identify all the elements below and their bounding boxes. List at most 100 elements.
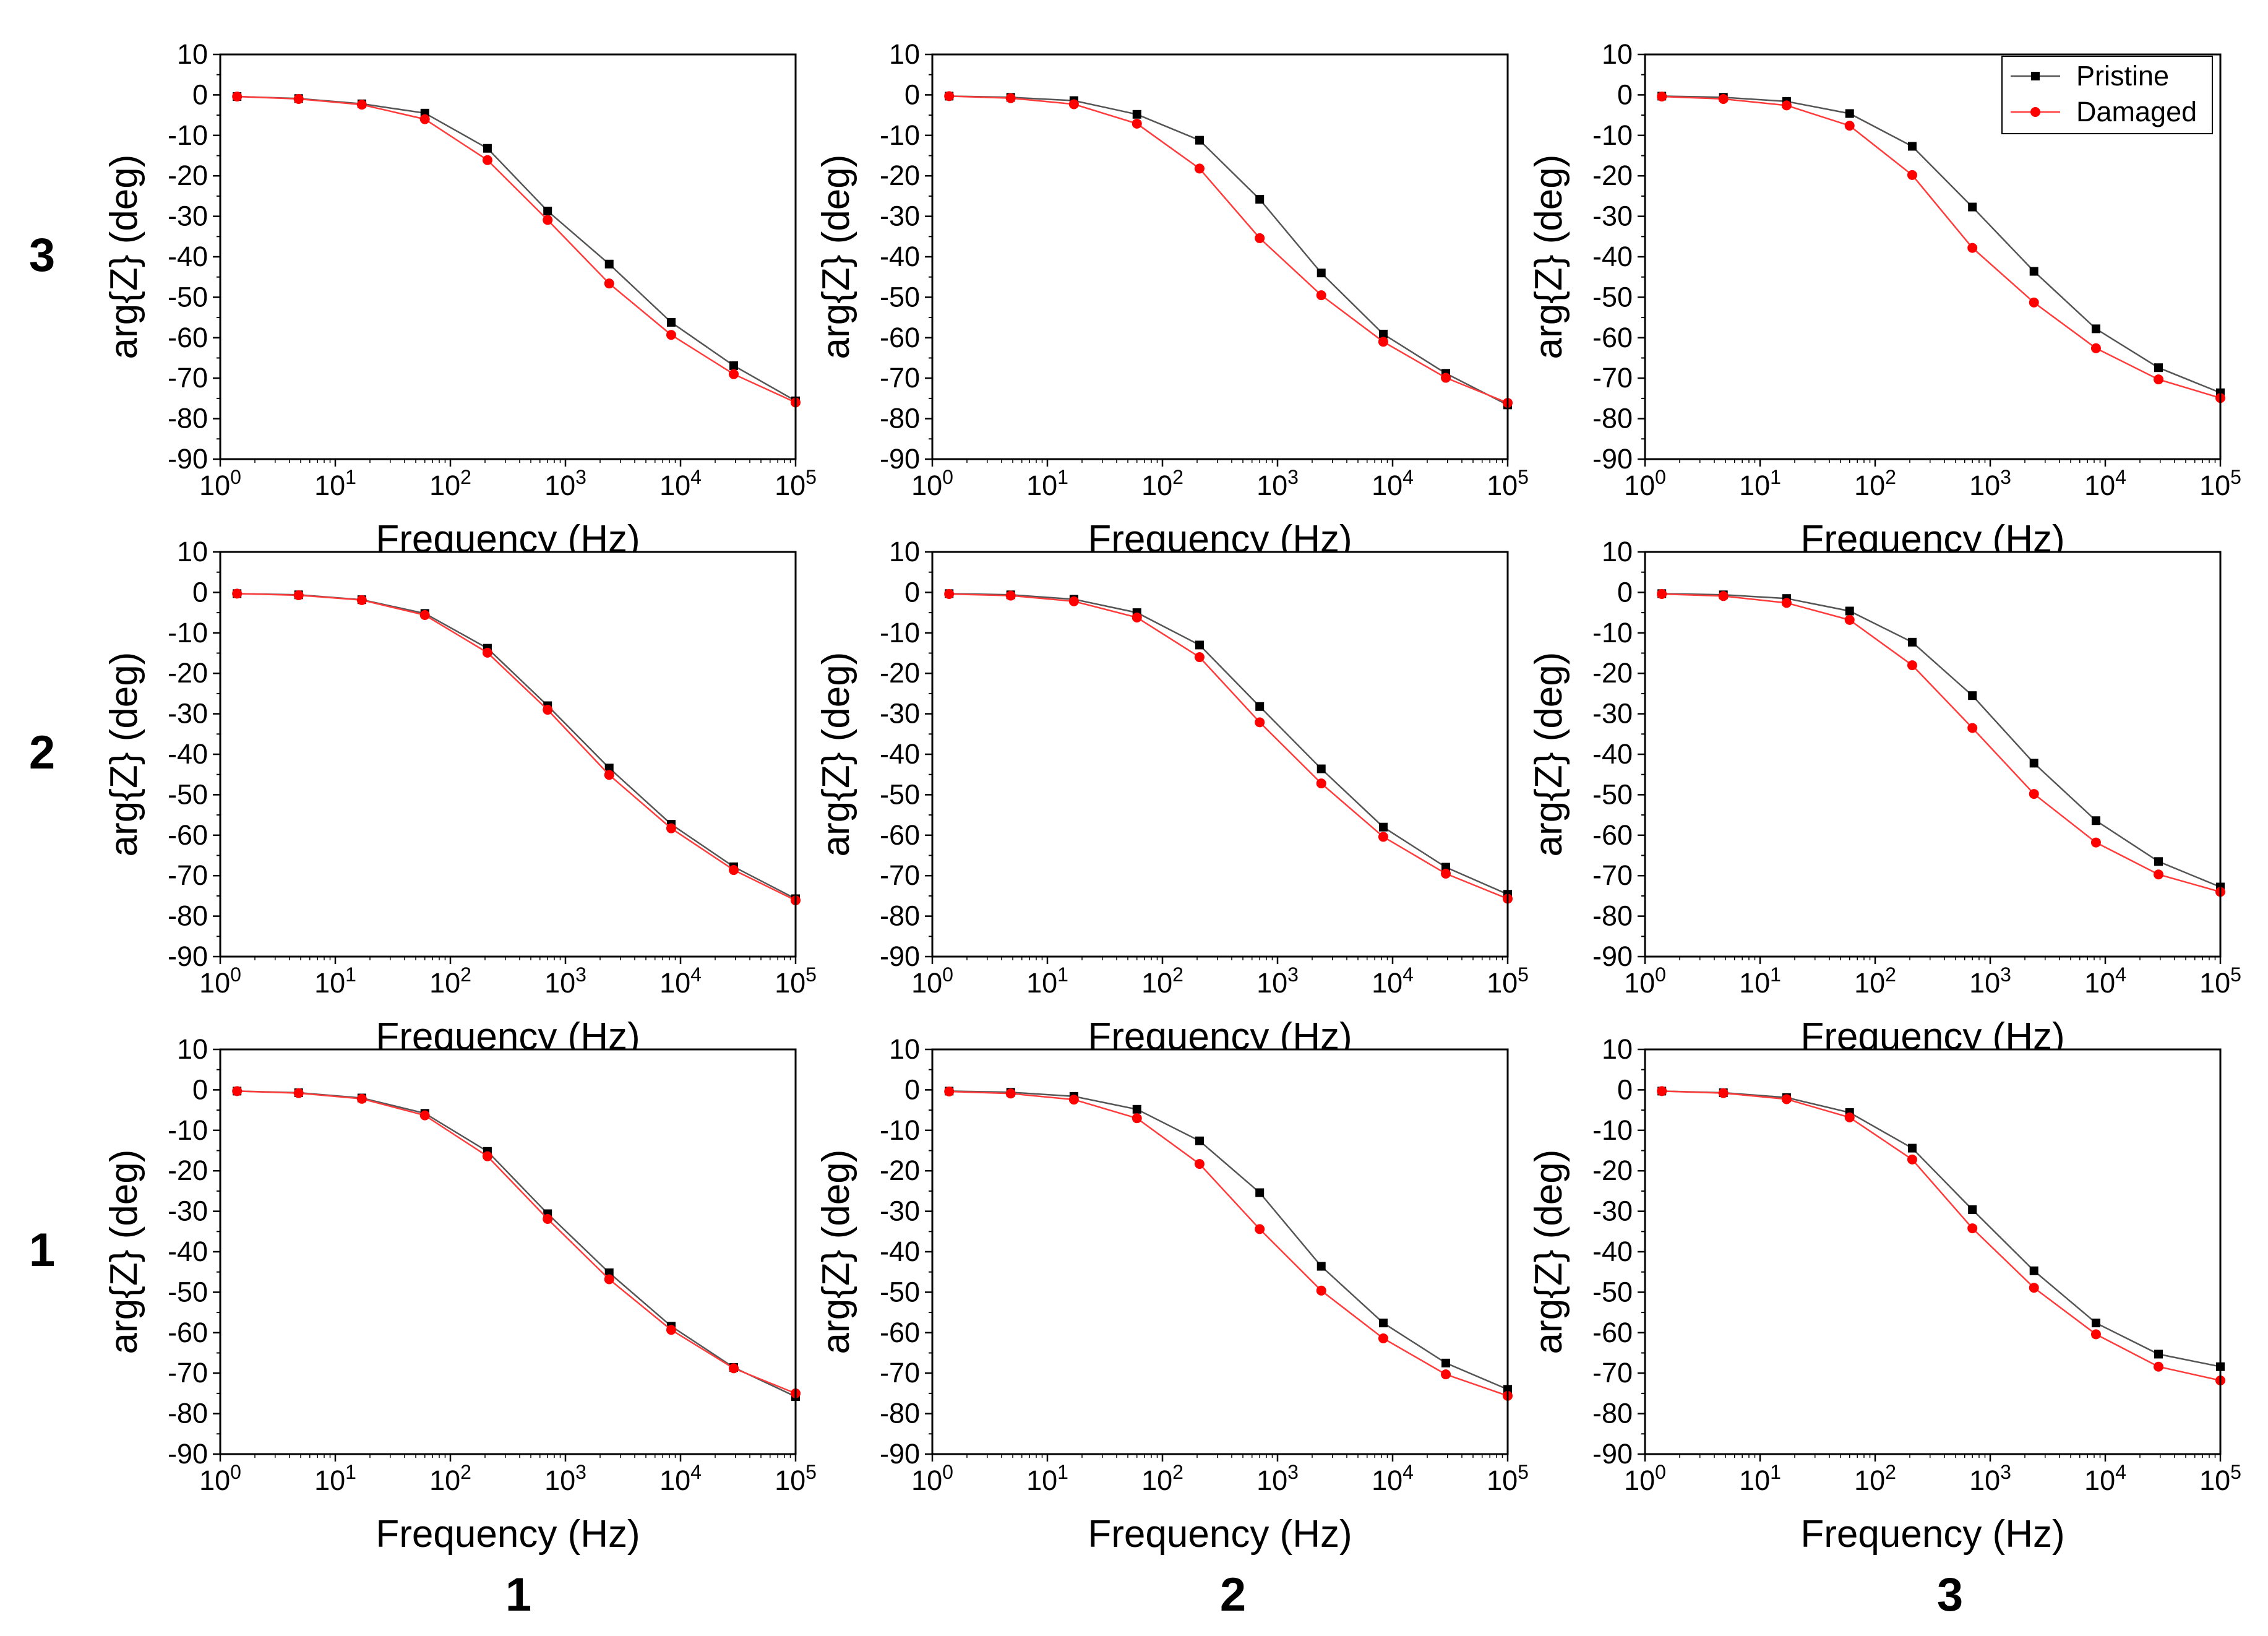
y-tick-label: -50 — [1592, 778, 1633, 810]
column-label-left: 1 — [505, 1569, 531, 1621]
x-tick-label: 105 — [1487, 466, 1529, 501]
row-label-top: 3 — [29, 229, 55, 282]
x-axis-title: Frequency (Hz) — [1800, 1513, 2064, 1556]
x-tick-label: 103 — [1969, 963, 2011, 999]
x-tick-label: 104 — [659, 963, 702, 999]
series-line-pristine — [1662, 95, 2221, 394]
point-pristine — [1845, 109, 1854, 118]
point-pristine — [1317, 764, 1326, 773]
point-pristine — [1255, 1188, 1265, 1197]
point-damaged — [604, 278, 614, 289]
x-tick-label: 104 — [2084, 466, 2126, 501]
y-tick-label: -70 — [168, 362, 208, 394]
point-damaged — [1194, 652, 1205, 663]
point-damaged — [1005, 590, 1016, 601]
y-tick-label: -30 — [168, 698, 208, 730]
x-tick-label: 105 — [2199, 1461, 2241, 1496]
point-pristine — [1907, 142, 1917, 151]
y-tick-label: -50 — [168, 778, 208, 810]
column-label-center: 2 — [1220, 1569, 1246, 1621]
point-damaged — [1718, 591, 1729, 601]
plot-frame — [219, 1048, 797, 1455]
series-line-damaged — [237, 1090, 796, 1395]
y-tick-label: -60 — [168, 819, 208, 851]
y-tick-label: -90 — [168, 443, 208, 475]
plot-frame — [1644, 1048, 2222, 1455]
point-pristine — [483, 144, 492, 153]
y-axis-title: arg{Z} (deg) — [1527, 155, 1570, 359]
point-damaged — [729, 369, 739, 379]
y-tick-label: -30 — [1592, 200, 1633, 232]
point-pristine — [1132, 110, 1141, 119]
y-tick-label: 0 — [192, 576, 208, 608]
y-tick-label: -20 — [1592, 1155, 1633, 1186]
plot-frame — [219, 53, 797, 460]
y-tick-label: -60 — [880, 1317, 920, 1348]
point-damaged — [1967, 1223, 1978, 1234]
point-pristine — [1132, 1104, 1141, 1114]
x-tick-label: 102 — [429, 1461, 471, 1496]
point-damaged — [1844, 1112, 1855, 1122]
series-line-damaged — [237, 95, 796, 403]
y-tick-label: -20 — [168, 657, 208, 689]
x-tick-label: 101 — [1739, 1461, 1781, 1496]
point-damaged — [729, 865, 739, 876]
y-tick-label: -50 — [1592, 1276, 1633, 1307]
point-damaged — [482, 647, 492, 658]
x-tick-label: 102 — [429, 963, 471, 999]
x-tick-label: 105 — [1487, 963, 1529, 999]
y-tick-label: 10 — [177, 536, 208, 567]
point-pristine — [2154, 1350, 2163, 1359]
y-tick-label: -30 — [168, 1195, 208, 1227]
plot-area — [220, 552, 796, 957]
y-tick-label: -90 — [1592, 443, 1633, 475]
point-damaged — [1907, 660, 1917, 671]
point-damaged — [1255, 1224, 1265, 1234]
x-tick-label: 104 — [1372, 466, 1414, 501]
y-tick-label: -30 — [880, 1195, 920, 1227]
point-damaged — [1194, 1159, 1205, 1169]
plot-frame — [931, 1048, 1509, 1455]
point-pristine — [1195, 640, 1204, 650]
point-damaged — [1316, 290, 1326, 301]
point-damaged — [419, 610, 430, 621]
point-damaged — [1657, 589, 1667, 600]
y-tick-label: 10 — [889, 1033, 920, 1065]
point-pristine — [1317, 1262, 1326, 1271]
y-tick-label: -50 — [168, 1276, 208, 1307]
x-tick-label: 102 — [1854, 1461, 1896, 1496]
y-tick-label: -90 — [880, 941, 920, 972]
y-tick-label: -40 — [880, 738, 920, 770]
y-axis-title: arg{Z} (deg) — [103, 1150, 145, 1354]
point-damaged — [1781, 100, 1792, 111]
x-tick-label: 105 — [775, 1461, 817, 1496]
y-tick-label: 0 — [192, 1074, 208, 1105]
series-line-damaged — [1662, 1090, 2221, 1382]
y-tick-label: 0 — [904, 79, 920, 110]
point-damaged — [293, 93, 304, 104]
y-tick-label: 10 — [177, 1033, 208, 1065]
point-damaged — [419, 1110, 430, 1121]
y-axis-title: arg{Z} (deg) — [815, 155, 857, 359]
point-damaged — [1844, 121, 1855, 131]
x-tick-label: 104 — [1372, 1461, 1414, 1496]
series-line-pristine — [1662, 593, 2221, 888]
x-tick-label: 104 — [2084, 1461, 2126, 1496]
point-damaged — [356, 1093, 367, 1104]
x-tick-label: 103 — [544, 1461, 586, 1496]
point-damaged — [1441, 1369, 1451, 1380]
x-tick-label: 105 — [2199, 466, 2241, 501]
point-pristine — [1378, 329, 1388, 338]
y-tick-label: -70 — [1592, 859, 1633, 891]
point-pristine — [1317, 269, 1326, 278]
point-damaged — [1907, 1154, 1917, 1165]
point-pristine — [1968, 691, 1977, 700]
series-line-damaged — [949, 593, 1508, 900]
x-tick-label: 104 — [659, 1461, 702, 1496]
point-damaged — [1132, 118, 1142, 129]
